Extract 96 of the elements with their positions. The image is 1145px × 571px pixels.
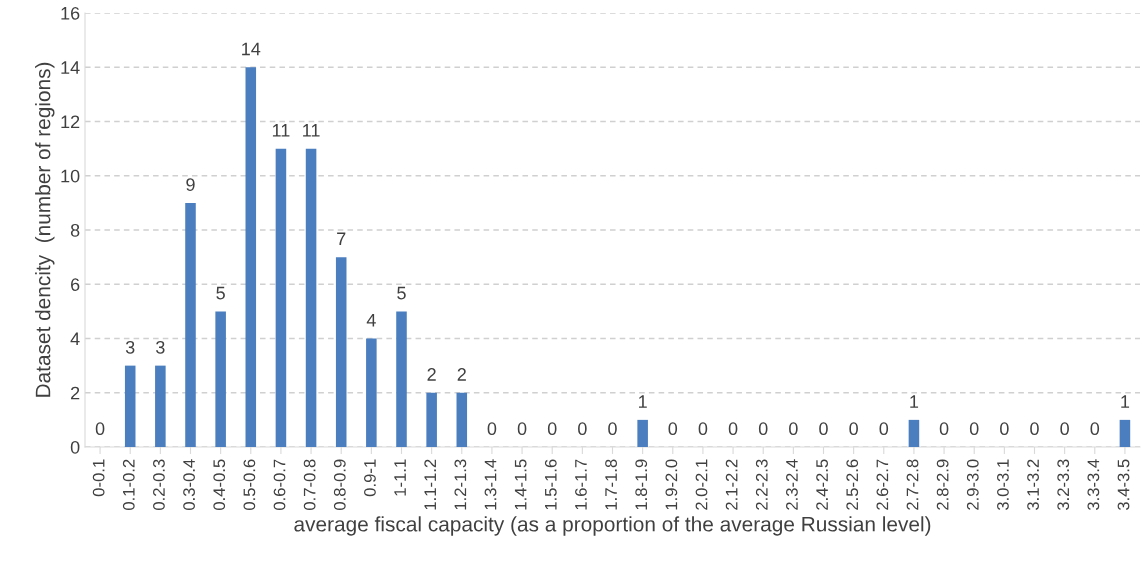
bar <box>185 202 196 447</box>
x-tick-label: 1.1-1.2 <box>424 459 436 510</box>
data-label: 0 <box>95 422 105 436</box>
x-tick-label: 2.9-3.0 <box>966 459 979 510</box>
x-tick-label: 1.4-1.5 <box>514 459 527 510</box>
data-label: 0 <box>517 422 527 436</box>
data-label: 5 <box>216 286 225 300</box>
data-label: 9 <box>186 178 195 191</box>
x-tick-label: 1.9-2.0 <box>665 459 678 510</box>
x-tick-label: 2.3-2.4 <box>786 459 798 510</box>
data-label: 0 <box>849 422 858 436</box>
bar <box>335 257 347 447</box>
x-tick-label: 0.2-0.3 <box>153 459 165 511</box>
x-tick-label: 0.1-0.2 <box>122 459 135 511</box>
x-tick-label: 1.8-1.9 <box>635 459 648 510</box>
data-label: 0 <box>1030 422 1039 436</box>
x-tick-label: 2.1-2.2 <box>725 459 738 510</box>
x-tick-label: 3.0-3.1 <box>997 459 1009 511</box>
bar <box>124 365 136 447</box>
y-tick-label: 14 <box>61 61 80 74</box>
x-tick-label: 3.1-3.2 <box>1027 459 1039 511</box>
bar <box>305 148 317 447</box>
data-label: 0 <box>1090 422 1100 436</box>
x-tick-label: 2.7-2.8 <box>906 459 919 510</box>
x-tick-label: 2.6-2.7 <box>876 459 889 510</box>
x-tick-label: 0.8-0.9 <box>333 459 346 511</box>
x-tick-label: 0.7-0.8 <box>303 459 316 511</box>
x-tick-label: 2.0-2.1 <box>695 459 708 510</box>
data-label: 2 <box>427 368 436 381</box>
data-label: 11 <box>303 124 320 137</box>
bar <box>215 311 226 447</box>
y-tick-label: 10 <box>61 169 80 183</box>
x-tick-label: 0.5-0.6 <box>243 459 256 511</box>
data-label: 0 <box>789 422 798 436</box>
data-label: 4 <box>366 314 376 327</box>
y-tick-label: 4 <box>70 332 80 346</box>
x-tick-label: 0.3-0.4 <box>183 459 195 511</box>
y-tick-label: 16 <box>61 6 80 20</box>
data-label: 2 <box>457 368 466 381</box>
y-tick-label: 6 <box>71 278 80 291</box>
x-tick-label: 2.4-2.5 <box>816 459 828 510</box>
y-tick-label: 12 <box>61 115 80 129</box>
data-label: 0 <box>879 422 889 436</box>
x-tick-label: 3.2-3.3 <box>1057 459 1070 511</box>
data-label: 14 <box>242 42 261 56</box>
data-label: 0 <box>668 422 678 436</box>
bar <box>396 311 407 447</box>
x-tick-label: 2.8-2.9 <box>936 459 949 510</box>
x-tick-label: 1.5-1.6 <box>544 459 557 510</box>
data-label: 1 <box>910 395 919 408</box>
data-label: 0 <box>487 422 497 436</box>
data-label: 1 <box>639 395 647 408</box>
data-label: 3 <box>125 340 135 354</box>
bar <box>456 392 468 447</box>
x-tick-label: 0.9-1 <box>364 459 376 497</box>
bar <box>637 419 648 447</box>
bar <box>426 392 437 447</box>
x-tick-label: 0-0.1 <box>92 459 105 497</box>
x-tick-label: 1.6-1.7 <box>575 459 587 510</box>
bar <box>366 338 377 447</box>
x-tick-label: 3.4-3.5 <box>1117 459 1130 511</box>
data-label: 0 <box>1000 422 1009 436</box>
y-tick-label: 2 <box>71 386 80 400</box>
data-label: 3 <box>156 340 165 354</box>
data-label: 7 <box>337 232 346 246</box>
data-label: 0 <box>819 422 828 436</box>
bar <box>908 419 920 447</box>
bar <box>275 148 287 447</box>
data-label: 0 <box>1060 422 1069 436</box>
x-tick-label: 1-1.1 <box>394 459 406 496</box>
data-label: 5 <box>397 286 406 300</box>
data-label: 0 <box>758 422 768 436</box>
bar <box>155 365 166 447</box>
x-axis-title: average fiscal capacity (as a proportion of the average Russian level) <box>294 516 931 536</box>
data-label: 0 <box>698 422 708 436</box>
data-label: 0 <box>939 422 949 436</box>
x-tick-label: 0.4-0.5 <box>213 459 226 511</box>
x-tick-label: 2.5-2.6 <box>846 459 859 510</box>
data-label: 1 <box>1121 395 1130 408</box>
data-label: 0 <box>728 422 738 436</box>
x-tick-label: 1.2-1.3 <box>454 459 467 510</box>
y-tick-label: 0 <box>70 440 80 454</box>
data-label: 0 <box>578 422 587 436</box>
x-tick-label: 2.2-2.3 <box>755 459 768 510</box>
x-tick-label: 1.7-1.8 <box>605 459 617 510</box>
data-label: 11 <box>272 124 290 137</box>
x-tick-label: 3.3-3.4 <box>1087 459 1100 511</box>
bar <box>245 67 257 447</box>
x-tick-label: 1.3-1.4 <box>484 459 497 510</box>
data-label: 0 <box>969 422 979 436</box>
x-tick-label: 0.6-0.7 <box>273 459 286 511</box>
y-tick-label: 8 <box>70 223 80 237</box>
data-label: 0 <box>608 422 617 436</box>
y-axis-title: Dataset dencity (number of regions) <box>35 62 55 397</box>
bar <box>1119 419 1131 447</box>
data-label: 0 <box>547 422 557 436</box>
